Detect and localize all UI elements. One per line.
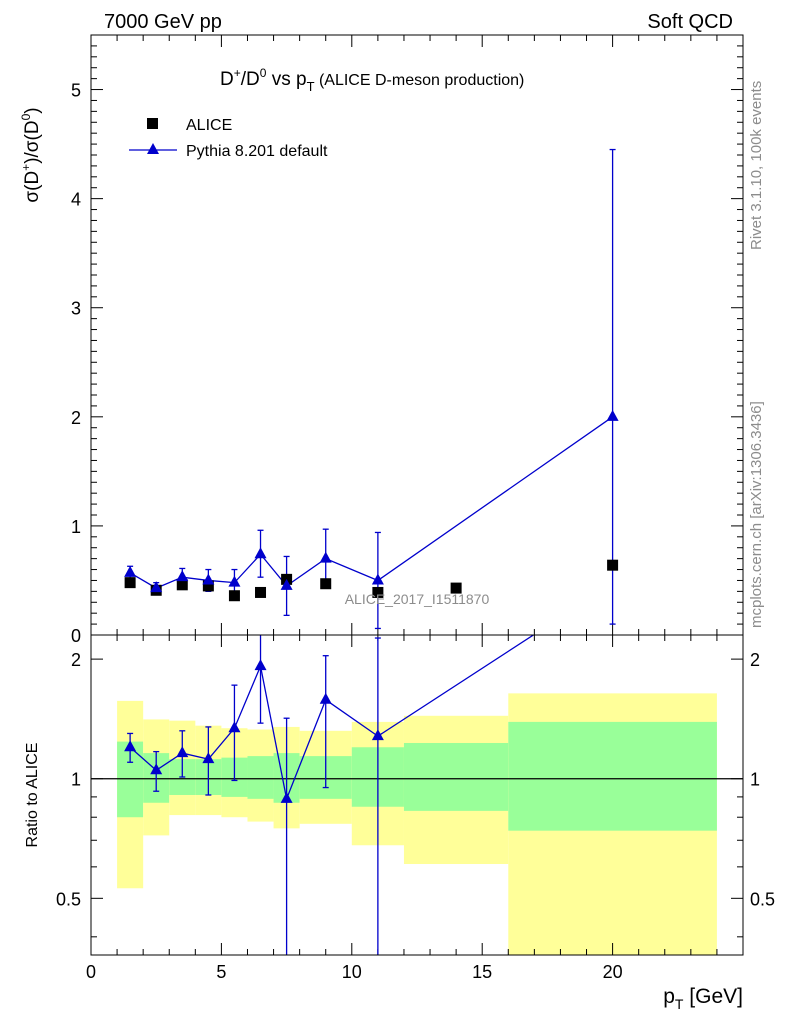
ratio-point — [319, 692, 332, 704]
plot-title: D+/D0 vs pT (ALICE D-meson production) — [220, 66, 524, 94]
main-plot-series — [124, 148, 619, 630]
pythia-point — [254, 547, 267, 559]
main-y-tick-label: 5 — [71, 81, 81, 101]
pythia-point — [124, 565, 137, 577]
legend-marker-alice — [147, 118, 158, 129]
pythia-point — [319, 551, 332, 563]
alice-point — [124, 577, 136, 589]
alice-point — [607, 559, 619, 571]
ratio-line — [129, 635, 535, 802]
pythia-point — [280, 578, 293, 590]
ratio-point — [228, 721, 241, 733]
mcplots-label: mcplots.cern.ch [arXiv:1306.3436] — [748, 401, 765, 628]
ratio-y-tick-label-right: 0.5 — [750, 889, 775, 909]
alice-point — [202, 580, 214, 592]
ratio-point — [371, 729, 384, 741]
alice-point — [176, 579, 188, 591]
alice-point — [255, 586, 267, 598]
x-tick-label: 20 — [603, 962, 623, 982]
x-tick-label: 15 — [472, 962, 492, 982]
main-y-tick-label: 0 — [71, 626, 81, 646]
band-inner-8 — [351, 747, 378, 807]
ratio-point — [124, 740, 137, 752]
alice-point — [372, 586, 384, 598]
ratio-plot-frame — [90, 634, 744, 956]
x-tick-label: 5 — [216, 962, 226, 982]
band-inner-9 — [377, 747, 404, 807]
x-axis-label: pT [GeV] — [663, 985, 743, 1012]
legend: ALICE Pythia 8.201 default — [129, 117, 328, 160]
main-y-tick-label: 3 — [71, 299, 81, 319]
x-tick-label: 10 — [342, 962, 362, 982]
alice-point — [450, 582, 462, 594]
pythia-point — [176, 570, 189, 582]
ratio-y-tick-label: 0.5 — [56, 889, 81, 909]
rivet-version-label: Rivet 3.1.10, 100k events — [748, 81, 765, 250]
pythia-point — [150, 581, 163, 593]
ratio-series-group — [124, 635, 535, 955]
pythia-line — [129, 416, 613, 589]
pythia-point — [228, 575, 241, 587]
pythia-point — [606, 409, 619, 421]
ratio-point — [150, 763, 163, 775]
legend-marker-pythia — [147, 143, 159, 154]
legend-label-alice: ALICE — [186, 117, 232, 134]
x-tick-label: 0 — [86, 962, 96, 982]
ratio-y-tick-label-right: 1 — [750, 770, 760, 790]
ratio-point — [202, 752, 215, 764]
main-y-tick-label: 4 — [71, 190, 81, 210]
ratio-y-tick-label: 1 — [71, 770, 81, 790]
energy-label: 7000 GeV pp — [104, 11, 222, 33]
pythia-point — [371, 573, 384, 585]
ratio-y-tick-label: 2 — [71, 650, 81, 670]
category-label: Soft QCD — [647, 11, 733, 33]
band-inner-5 — [247, 756, 274, 799]
analysis-watermark: ALICE_2017_I1511870 — [345, 591, 490, 607]
alice-point — [228, 590, 240, 602]
band-inner-11 — [508, 721, 717, 831]
main-y-axis-label: σ(D+)/σ(D0) — [19, 107, 43, 202]
ratio-y-axis-label: Ratio to ALICE — [24, 743, 41, 848]
pythia-point — [202, 573, 215, 585]
alice-point — [320, 578, 332, 590]
legend-label-pythia: Pythia 8.201 default — [186, 143, 328, 160]
ratio-plot-series — [124, 635, 535, 955]
ratio-uncertainty-bands — [117, 693, 717, 955]
ratio-point — [176, 746, 189, 758]
ratio-point — [280, 791, 293, 803]
main-y-tick-label: 1 — [71, 517, 81, 537]
axis-ticks — [90, 34, 743, 955]
band-inner-10 — [403, 742, 509, 811]
ratio-point — [254, 659, 267, 671]
main-y-tick-label: 2 — [71, 408, 81, 428]
ratio-y-tick-label-right: 2 — [750, 650, 760, 670]
tick-labels: 0 5 10 15 20 0 1 2 3 4 5 0.5 0.5 1 1 2 2 — [56, 81, 775, 982]
